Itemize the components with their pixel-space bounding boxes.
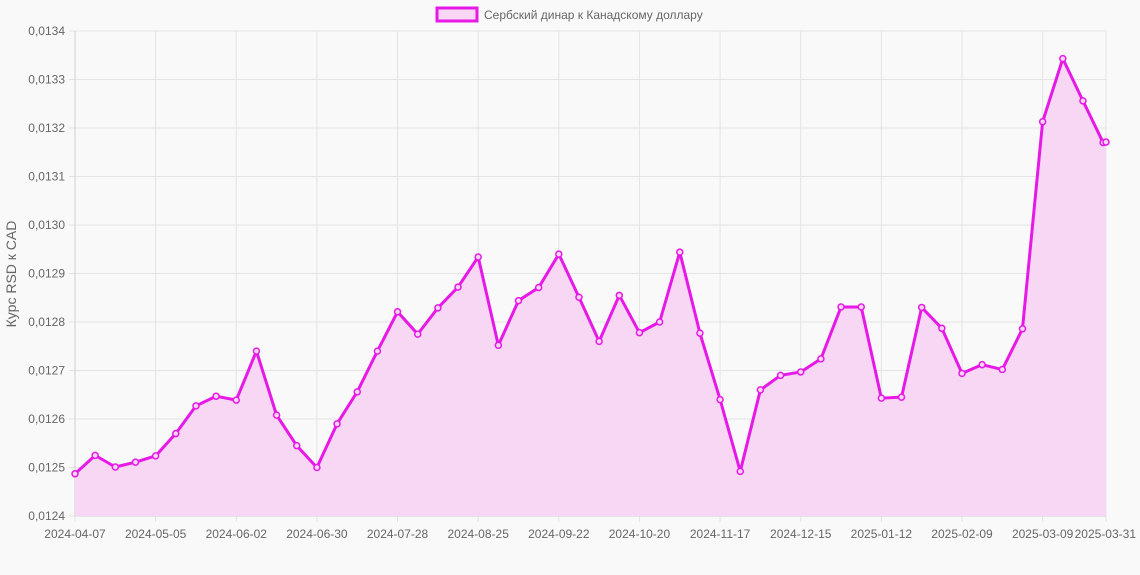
data-point — [1079, 97, 1087, 105]
data-point — [716, 395, 724, 404]
data-point — [151, 452, 160, 460]
y-tick-label: 0,0127 — [28, 364, 65, 378]
data-point — [272, 411, 281, 419]
y-tick-label: 0,0125 — [28, 461, 65, 475]
legend-label[interactable]: Сербский динар к Канадскому доллару — [484, 8, 703, 22]
x-tick-label: 2024-08-25 — [447, 527, 509, 541]
data-point — [172, 429, 180, 438]
y-tick-label: 0,0131 — [28, 170, 65, 184]
x-tick-label: 2025-03-31 — [1075, 527, 1137, 541]
y-tick-label: 0,0126 — [28, 412, 65, 426]
y-tick-label: 0,0128 — [28, 315, 65, 329]
data-point — [615, 291, 624, 300]
data-point — [998, 365, 1007, 374]
data-point — [413, 330, 422, 338]
data-point — [333, 420, 341, 428]
data-point — [373, 347, 382, 355]
y-tick-label: 0,0130 — [28, 218, 65, 232]
x-tick-label: 2024-06-02 — [206, 527, 268, 541]
data-point — [252, 347, 261, 355]
x-tick-label: 2024-09-22 — [528, 527, 590, 541]
data-point — [938, 324, 946, 333]
y-axis-label: Курс RSD к CAD — [3, 221, 19, 328]
points-layer — [71, 54, 1110, 478]
data-point — [1038, 117, 1047, 126]
data-point — [756, 386, 765, 394]
data-point — [837, 303, 845, 311]
data-point — [978, 360, 986, 369]
data-point — [897, 393, 906, 401]
data-point — [494, 341, 503, 350]
x-tick-label: 2024-07-28 — [367, 527, 429, 541]
data-point — [353, 388, 361, 396]
x-tick-label: 2024-04-07 — [44, 527, 106, 541]
data-point — [958, 369, 966, 378]
data-point — [192, 402, 200, 410]
legend-swatch[interactable] — [435, 6, 479, 23]
data-point — [655, 318, 664, 326]
data-point — [393, 308, 402, 316]
data-point — [71, 470, 79, 478]
data-point — [91, 451, 99, 460]
data-point — [232, 396, 241, 404]
data-point — [131, 458, 140, 466]
y-tick-label: 0,0132 — [28, 121, 65, 135]
x-tick-label: 2024-05-05 — [125, 527, 187, 541]
x-axis-ticks: 2024-04-07 2024-05-05 2024-06-02 2024-06-30… — [44, 527, 1136, 541]
y-axis-ticks: 0,0124 0,0125 0,0126 0,0127 0,0128 0,0129 0,01… — [28, 24, 65, 523]
data-point — [917, 303, 926, 312]
y-tick-label: 0,0134 — [28, 24, 65, 38]
data-point — [313, 463, 321, 472]
data-point — [474, 253, 482, 261]
data-point — [534, 283, 543, 292]
legend[interactable]: Сербский динар к Канадскому доллару — [435, 6, 703, 23]
area-layer — [75, 58, 1106, 516]
y-tick-label: 0,0129 — [28, 267, 65, 281]
series-area — [75, 58, 1106, 516]
x-tick-label: 2024-12-15 — [770, 527, 832, 541]
data-point — [696, 329, 704, 337]
data-point — [514, 296, 523, 305]
data-point — [111, 463, 120, 471]
x-tick-label: 2025-02-09 — [931, 527, 993, 541]
x-tick-label: 2025-03-09 — [1012, 527, 1074, 541]
x-tick-label: 2025-01-12 — [851, 527, 913, 541]
data-point — [434, 304, 442, 312]
data-point — [796, 368, 805, 376]
data-point — [877, 394, 886, 402]
data-point — [212, 392, 220, 400]
data-point — [293, 441, 301, 450]
data-point — [555, 250, 563, 258]
data-point — [857, 303, 865, 311]
data-point — [676, 248, 684, 256]
data-point — [454, 283, 462, 291]
data-point — [1059, 54, 1067, 63]
data-point — [1102, 138, 1110, 146]
y-tick-label: 0,0124 — [28, 509, 65, 523]
x-tick-label: 2024-10-20 — [609, 527, 671, 541]
data-point — [575, 293, 583, 302]
data-point — [776, 371, 785, 380]
data-point — [595, 337, 603, 346]
data-point — [1018, 325, 1027, 333]
data-point — [736, 467, 744, 476]
data-point — [635, 328, 644, 337]
y-tick-label: 0,0133 — [28, 73, 65, 87]
data-point — [817, 355, 825, 363]
x-tick-label: 2024-11-17 — [690, 527, 751, 541]
x-tick-label: 2024-06-30 — [286, 527, 348, 541]
